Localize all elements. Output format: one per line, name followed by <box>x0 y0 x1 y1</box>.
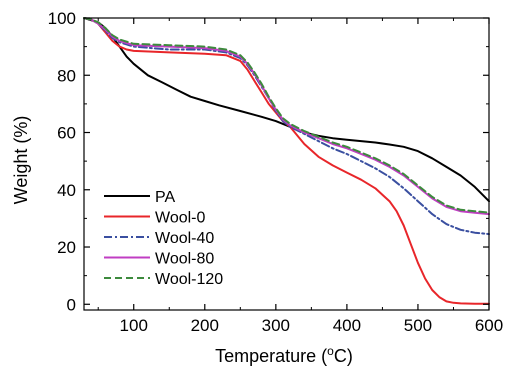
legend: PA Wool-0 Wool-40 Wool-80 Wool-120 <box>104 189 223 288</box>
x-tick-label-3: 400 <box>333 316 361 335</box>
axes <box>83 17 490 311</box>
y-tick-label-2: 40 <box>57 181 76 200</box>
x-tick-label-5: 600 <box>475 316 503 335</box>
x-tick-label-1: 200 <box>191 316 219 335</box>
x-tick-label-2: 300 <box>262 316 290 335</box>
y-axis-title: Weight (%) <box>11 116 31 205</box>
series-line-0 <box>83 17 490 203</box>
y-tick-label-1: 20 <box>57 238 76 257</box>
x-axis-title-main: Temperature ( <box>215 346 327 366</box>
series-line-4 <box>83 17 490 214</box>
y-tick-label-3: 60 <box>57 124 76 143</box>
legend-label-4: Wool-120 <box>155 271 223 288</box>
legend-label-3: Wool-80 <box>155 251 214 268</box>
legend-label-1: Wool-0 <box>155 210 205 227</box>
plot-lines <box>83 17 490 305</box>
y-tick-label-0: 0 <box>67 295 76 314</box>
x-axis-title-degree: o <box>327 344 334 358</box>
y-tick-label-4: 80 <box>57 66 76 85</box>
x-axis-title-unit: C) <box>334 346 353 366</box>
x-tick-label-4: 500 <box>404 316 432 335</box>
y-tick-label-5: 100 <box>48 9 76 28</box>
series-line-1 <box>83 17 490 305</box>
x-tick-label-0: 100 <box>120 316 148 335</box>
tick-labels: 100 200 300 400 500 600 0 20 40 60 80 100 <box>48 9 504 335</box>
plot-frame <box>83 17 490 311</box>
legend-label-0: PA <box>155 189 175 206</box>
legend-label-2: Wool-40 <box>155 230 214 247</box>
x-axis-title: Temperature (oC) <box>215 344 353 366</box>
